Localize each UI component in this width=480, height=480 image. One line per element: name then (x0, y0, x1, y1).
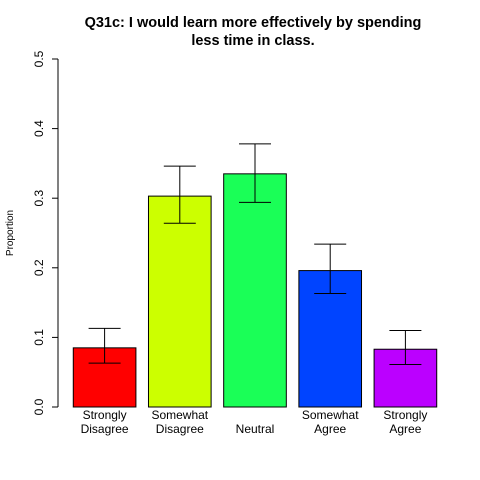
bars (72, 143, 438, 408)
x-category-label: Agree (389, 422, 421, 436)
chart-title-line-1: Q31c: I would learn more effectively by … (85, 15, 422, 31)
x-category-label: Neutral (236, 422, 275, 436)
y-axis-label: Proportion (5, 210, 16, 256)
x-category-label: Strongly (83, 408, 127, 422)
x-category-label: Strongly (383, 408, 427, 422)
x-category-label: Disagree (156, 422, 204, 436)
y-tick-label: 0.0 (32, 398, 46, 415)
bar (147, 195, 212, 408)
y-tick-label: 0.2 (32, 259, 46, 276)
x-category-label: Disagree (81, 422, 129, 436)
y-tick-label: 0.3 (32, 190, 46, 207)
y-axis: 0.0 0.1 0.2 0.3 0.4 0.5 (32, 50, 59, 415)
x-category-label: Somewhat (151, 408, 208, 422)
x-category-label: Somewhat (302, 408, 359, 422)
chart-title-line-2: less time in class. (191, 33, 314, 49)
y-tick-label: 0.5 (32, 50, 46, 67)
y-tick-label: 0.4 (32, 120, 46, 137)
y-tick-label: 0.1 (32, 329, 46, 346)
x-category-label: Agree (314, 422, 346, 436)
bar (223, 173, 287, 408)
